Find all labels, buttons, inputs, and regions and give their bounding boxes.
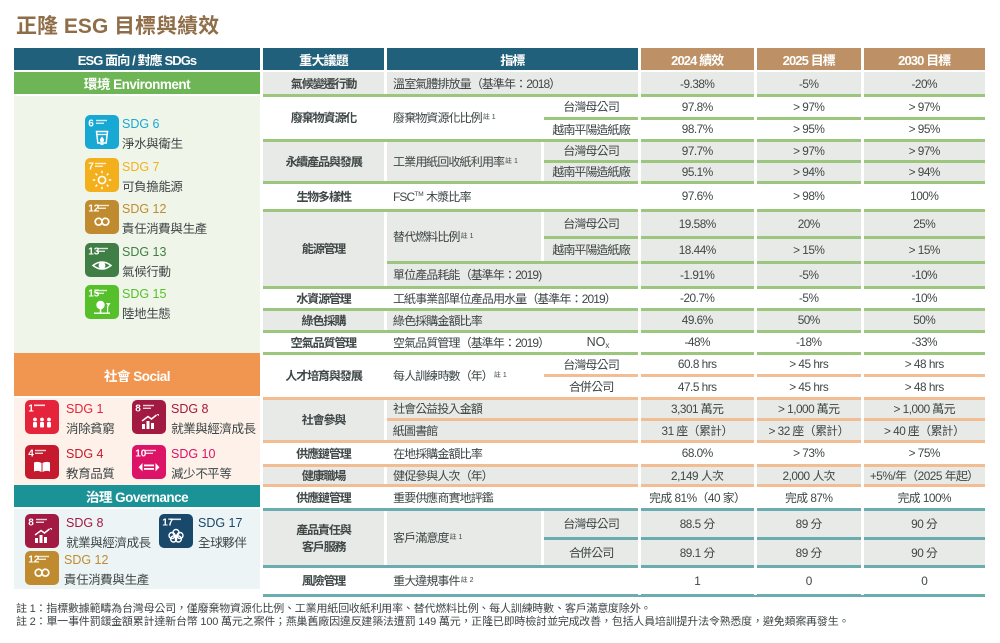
svg-text:10: 10	[135, 449, 147, 460]
svg-text:7: 7	[88, 162, 94, 173]
svg-text:12: 12	[88, 204, 100, 215]
svg-text:15: 15	[88, 289, 100, 300]
svg-text:12: 12	[28, 555, 40, 566]
svg-text:1: 1	[28, 404, 34, 415]
svg-text:8: 8	[28, 518, 34, 529]
svg-text:4: 4	[28, 449, 34, 460]
svg-text:6: 6	[88, 119, 94, 130]
svg-text:8: 8	[135, 404, 141, 415]
svg-text:17: 17	[162, 518, 174, 529]
svg-text:13: 13	[88, 247, 100, 258]
